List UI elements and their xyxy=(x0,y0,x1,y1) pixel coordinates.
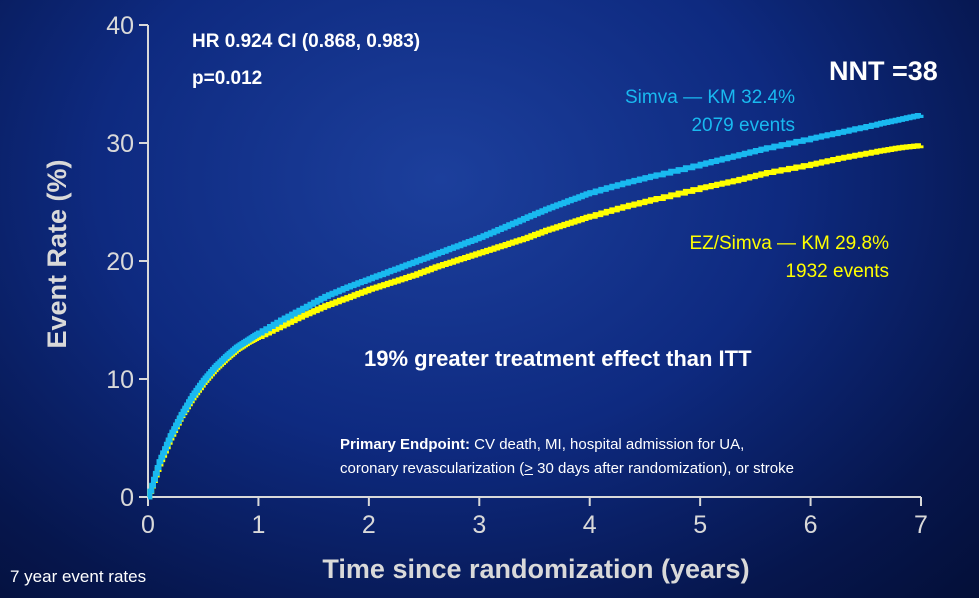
endpoint-label: Primary Endpoint: xyxy=(340,436,471,453)
x-tick-label-6: 6 xyxy=(804,511,818,539)
ez-simva-events-text: 1932 events xyxy=(785,261,889,282)
greater-equal-symbol: > xyxy=(524,460,534,477)
endpoint-text-line2a: coronary revascularization ( xyxy=(340,460,525,477)
series-line-simva xyxy=(147,113,924,500)
footnote: 7 year event rates xyxy=(10,567,147,586)
ez-simva-km-text: EZ/Simva — KM 29.8% xyxy=(689,233,889,254)
x-tick-label-7: 7 xyxy=(914,511,928,539)
x-tick-label-4: 4 xyxy=(583,511,597,539)
series-layer xyxy=(147,113,924,500)
simva-km-text: Simva — KM 32.4% xyxy=(625,87,795,108)
simva-series-label: Simva — KM 32.4% 2079 events xyxy=(625,84,795,140)
hazard-ratio-text: HR 0.924 CI (0.868, 0.983) xyxy=(192,31,421,52)
axes xyxy=(139,24,922,506)
y-tick-label-1: 10 xyxy=(106,366,134,394)
x-tick-label-3: 3 xyxy=(472,511,486,539)
endpoint-text-line1: CV death, MI, hospital admission for UA, xyxy=(470,436,745,453)
simva-events-text: 2079 events xyxy=(691,115,795,136)
y-tick-label-0: 0 xyxy=(120,484,134,512)
ez-simva-series-label: EZ/Simva — KM 29.8% 1932 events xyxy=(689,230,889,286)
y-tick-label-2: 20 xyxy=(106,248,134,276)
primary-endpoint-note: Primary Endpoint: CV death, MI, hospital… xyxy=(340,433,794,481)
endpoint-text-line2c: 30 days after randomization), or stroke xyxy=(533,460,794,477)
y-axis-label: Event Rate (%) xyxy=(42,159,72,348)
x-axis-label: Time since randomization (years) xyxy=(322,554,749,584)
x-tick-label-5: 5 xyxy=(693,511,707,539)
x-tick-label-1: 1 xyxy=(251,511,265,539)
tick-labels: 0 1 2 3 4 5 6 7 0 10 20 30 40 xyxy=(106,12,928,539)
y-tick-label-3: 30 xyxy=(106,130,134,158)
x-tick-label-0: 0 xyxy=(141,511,155,539)
p-value-text: p=0.012 xyxy=(192,68,263,89)
treatment-effect-text: 19% greater treatment effect than ITT xyxy=(364,346,752,371)
x-tick-label-2: 2 xyxy=(362,511,376,539)
y-tick-label-4: 40 xyxy=(106,12,134,40)
nnt-text: NNT =38 xyxy=(829,56,938,86)
